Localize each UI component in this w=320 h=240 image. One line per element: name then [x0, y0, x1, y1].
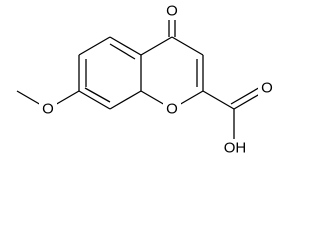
label-bg [258, 79, 276, 97]
label-bg [221, 139, 249, 157]
atom-label: O [261, 80, 273, 97]
label-bg [163, 2, 181, 20]
bonds [16, 12, 266, 140]
label-bg [163, 100, 181, 118]
label-bg [39, 100, 57, 118]
bond [171, 36, 204, 56]
atom-labels: O O O O OH [39, 2, 276, 157]
bond-inner [109, 43, 136, 60]
atom-label: O [42, 101, 54, 118]
page: O O O O OH (() => { const data = JSON.pa… [16, 2, 276, 157]
bond [109, 90, 142, 110]
bond [202, 90, 235, 110]
bond [230, 85, 263, 105]
bond [140, 36, 173, 56]
atom-label: O [166, 101, 178, 118]
bond-inner [84, 87, 111, 103]
bond [78, 90, 111, 110]
molecule-diagram: O O O O OH [16, 2, 276, 157]
bond [78, 36, 111, 56]
atom-label: OH [224, 140, 247, 157]
atom-label: O [166, 3, 178, 20]
bond [109, 36, 142, 56]
